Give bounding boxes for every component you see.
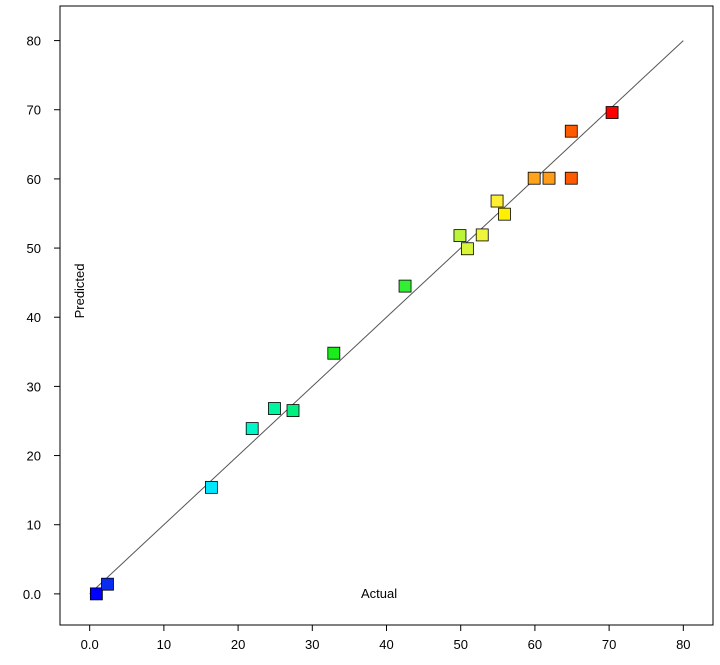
- data-point: [564, 124, 578, 138]
- x-tick-label: 70: [602, 637, 616, 652]
- data-point: [327, 346, 341, 360]
- data-point: [460, 242, 474, 256]
- x-axis-title: Actual: [361, 586, 397, 601]
- y-axis: 0.0 10 20 30 40 50 60 70 80: [23, 34, 60, 602]
- x-tick-label: 40: [379, 637, 393, 652]
- data-point: [605, 106, 619, 119]
- data-point: [398, 279, 412, 293]
- data-point: [527, 171, 541, 185]
- data-point: [286, 404, 300, 417]
- data-point: [453, 229, 467, 243]
- y-tick-label: 80: [27, 34, 41, 49]
- y-tick-label: 20: [27, 449, 41, 464]
- y-tick-label: 60: [27, 172, 41, 187]
- y-tick-label: 70: [27, 103, 41, 118]
- y-tick-label: 30: [27, 379, 41, 394]
- y-tick-label: 40: [27, 310, 41, 325]
- data-point: [268, 402, 281, 415]
- y-tick-label: 10: [27, 518, 41, 533]
- y-tick-label: 50: [27, 241, 41, 256]
- data-points: [89, 106, 619, 601]
- x-tick-label: 30: [305, 637, 319, 652]
- data-point: [101, 577, 114, 591]
- y-tick-label: 0.0: [23, 587, 41, 602]
- y-axis-title: Predicted: [72, 263, 87, 318]
- x-tick-label: 80: [676, 637, 690, 652]
- reference-line: [89, 40, 684, 595]
- x-axis: 0.0 10 20 30 40 50 60 70 80: [81, 625, 691, 652]
- data-point: [89, 587, 103, 601]
- data-point: [498, 207, 511, 221]
- data-point: [245, 422, 259, 435]
- x-tick-label: 0.0: [81, 637, 99, 652]
- plot-area-frame: [59, 5, 714, 626]
- x-tick-label: 50: [453, 637, 467, 652]
- data-point: [564, 171, 578, 185]
- data-point: [490, 194, 504, 208]
- data-point: [475, 228, 489, 242]
- x-tick-label: 10: [157, 637, 171, 652]
- data-point: [542, 171, 556, 185]
- data-point: [204, 480, 218, 494]
- x-tick-label: 20: [231, 637, 245, 652]
- x-tick-label: 60: [528, 637, 542, 652]
